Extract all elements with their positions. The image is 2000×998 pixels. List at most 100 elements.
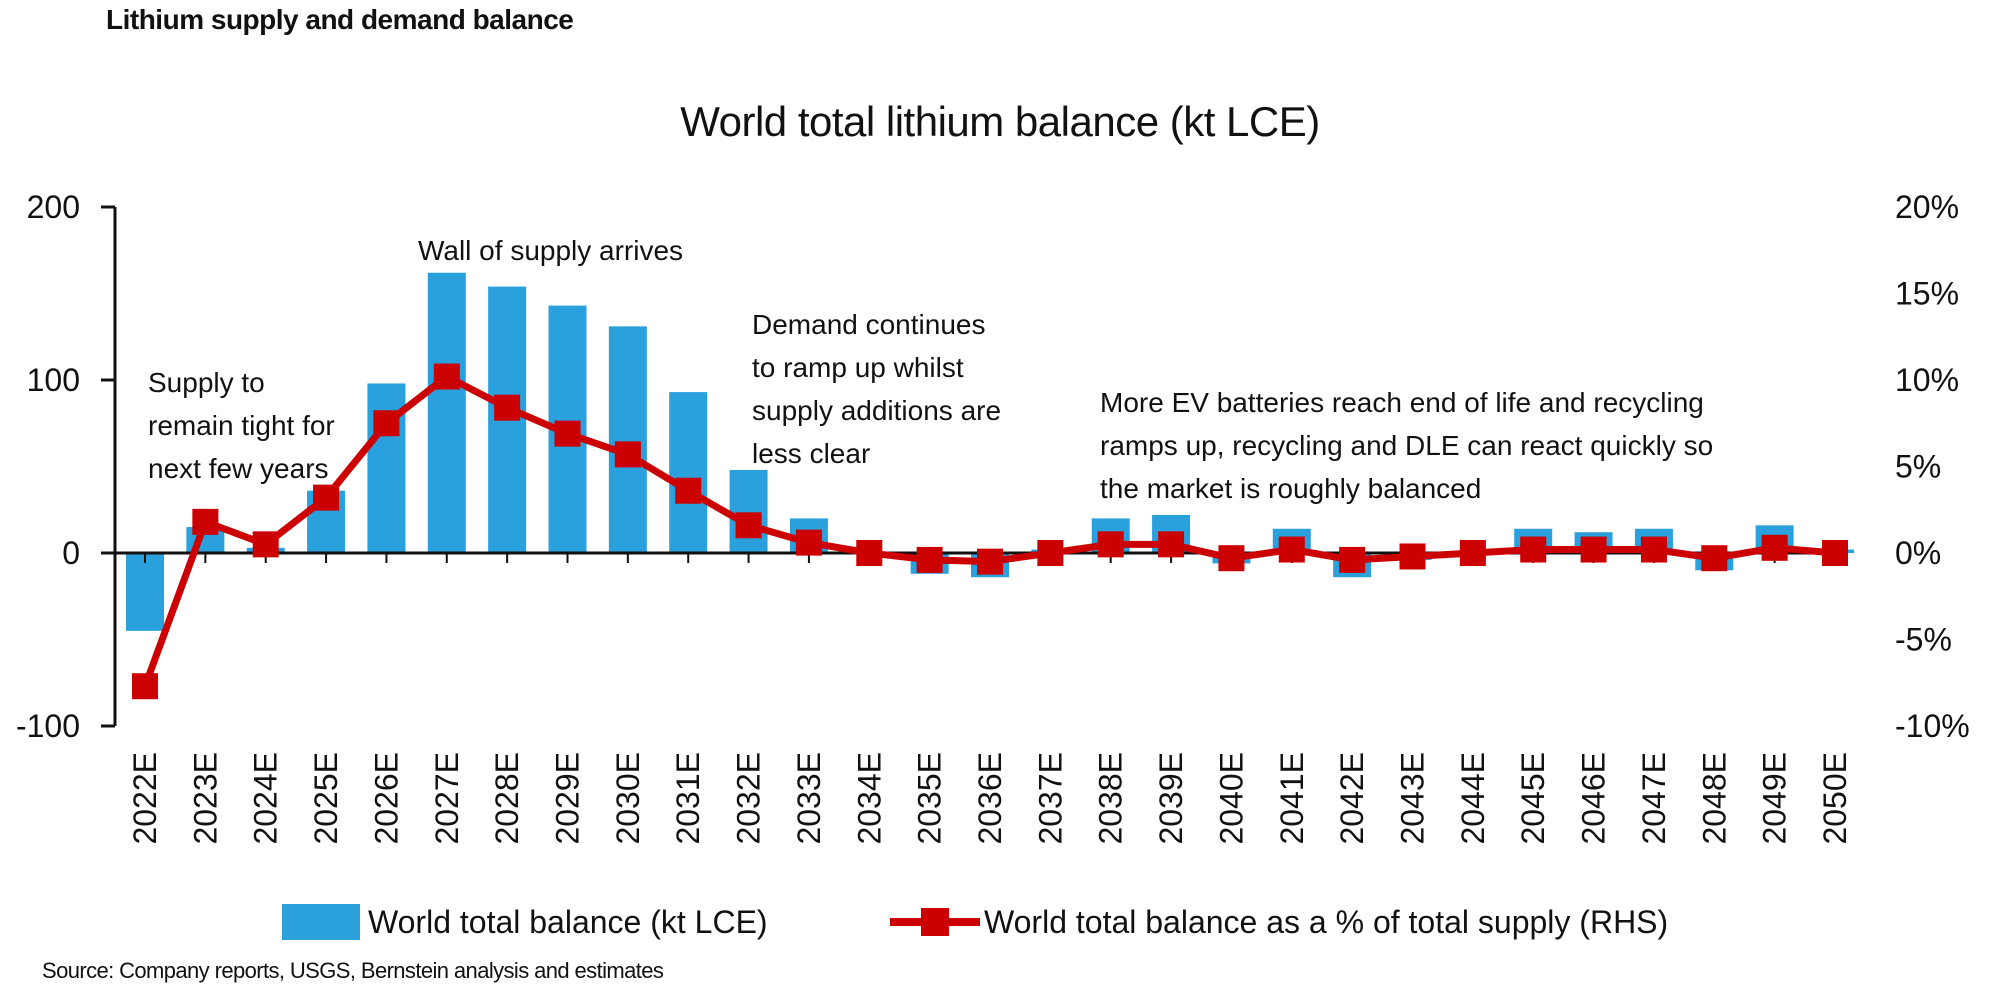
x-tick-label: 2039E xyxy=(1153,752,1189,845)
x-tick-label: 2038E xyxy=(1093,752,1129,845)
point-2042E xyxy=(1339,546,1366,573)
bar-2031E xyxy=(669,392,708,553)
point-2036E xyxy=(977,548,1003,575)
y-right-tick-label: -5% xyxy=(1895,622,1952,658)
y-right-tick-label: 10% xyxy=(1895,362,1959,398)
y-left-tick-label: 0 xyxy=(62,535,80,571)
legend-swatch-bars xyxy=(282,904,360,940)
annotation-line: More EV batteries reach end of life and … xyxy=(1100,387,1704,418)
point-2034E xyxy=(856,540,883,566)
point-2035E xyxy=(916,546,943,573)
x-tick-label: 2044E xyxy=(1455,752,1491,845)
bar-2032E xyxy=(729,469,768,553)
x-tick-label: 2037E xyxy=(1032,752,1068,845)
x-tick-label: 2041E xyxy=(1274,752,1310,845)
point-2028E xyxy=(494,394,521,421)
point-2047E xyxy=(1640,536,1667,563)
annotation-2: Wall of supply arrives xyxy=(418,235,683,266)
point-2033E xyxy=(795,529,822,556)
annotation-line: the market is roughly balanced xyxy=(1100,473,1481,504)
x-tick-label: 2023E xyxy=(187,752,223,845)
annotation-line: Wall of supply arrives xyxy=(418,235,683,266)
point-2030E xyxy=(614,441,641,468)
annotations: Supply to remain tight for next few years W… xyxy=(148,235,1713,504)
y-right-tick-label: -10% xyxy=(1895,708,1970,744)
annotation-line: Supply to xyxy=(148,367,265,398)
x-tick-label: 2043E xyxy=(1395,752,1431,845)
x-tick-label: 2022E xyxy=(127,752,163,845)
x-tick-label: 2035E xyxy=(912,752,948,845)
x-tick-label: 2024E xyxy=(248,752,284,845)
point-2040E xyxy=(1218,545,1245,572)
x-tick-label: 2029E xyxy=(550,752,586,845)
annotation-line: less clear xyxy=(752,438,870,469)
point-2031E xyxy=(675,477,702,504)
source-note: Source: Company reports, USGS, Bernstein… xyxy=(42,958,664,983)
y-left-tick-label: 200 xyxy=(27,189,80,225)
annotation-line: next few years xyxy=(148,453,329,484)
point-2045E xyxy=(1520,536,1547,563)
point-2043E xyxy=(1399,543,1426,570)
annotation-line: Demand continues xyxy=(752,309,985,340)
x-tick-label: 2030E xyxy=(610,752,646,845)
point-2041E xyxy=(1278,536,1305,563)
point-2046E xyxy=(1580,536,1607,563)
x-tick-label: 2026E xyxy=(368,752,404,845)
x-tick-label: 2036E xyxy=(972,752,1008,845)
legend: World total balance (kt LCE) World total … xyxy=(282,904,1668,940)
y-right-tick-label: 15% xyxy=(1895,276,1959,312)
y-right-tick-label: 5% xyxy=(1895,449,1941,485)
axes: 200 100 0 -100 20% 15% 10% 5% 0% -5% -10% 2022E 2023… xyxy=(16,189,1970,845)
annotation-line: supply additions are xyxy=(752,395,1001,426)
x-tick-label: 2028E xyxy=(489,752,525,845)
x-tick-label: 2031E xyxy=(670,752,706,845)
x-tick-label: 2040E xyxy=(1213,752,1249,845)
annotation-line: ramps up, recycling and DLE can react qu… xyxy=(1100,430,1713,461)
point-2022E xyxy=(132,673,158,700)
point-2038E xyxy=(1097,531,1124,558)
annotation-1: Supply to remain tight for next few years xyxy=(148,367,335,484)
x-tick-label: 2033E xyxy=(791,752,827,845)
x-tick-label: 2027E xyxy=(429,752,465,845)
point-2025E xyxy=(313,484,340,511)
y-left-tick-label: -100 xyxy=(16,708,80,744)
x-tick-label: 2045E xyxy=(1515,752,1551,845)
point-2044E xyxy=(1459,540,1486,566)
x-tick-label: 2049E xyxy=(1757,752,1793,845)
x-tick-label: 2042E xyxy=(1334,752,1370,845)
point-2050E xyxy=(1822,540,1848,566)
y-right-tick-label: 0% xyxy=(1895,535,1941,571)
point-2023E xyxy=(192,508,219,535)
legend-swatch-marker xyxy=(921,908,949,936)
bar-2022E xyxy=(126,553,164,631)
point-2029E xyxy=(554,420,581,447)
point-2026E xyxy=(373,410,400,437)
point-2037E xyxy=(1037,540,1064,566)
bar-2030E xyxy=(608,326,647,553)
x-tick-label: 2025E xyxy=(308,752,344,845)
header-title: Lithium supply and demand balance xyxy=(106,4,574,35)
annotation-3: Demand continues to ramp up whilst supply … xyxy=(752,309,1001,469)
x-tick-label: 2046E xyxy=(1576,752,1612,845)
point-2048E xyxy=(1701,545,1728,572)
x-tick-label: 2034E xyxy=(851,752,887,845)
y-right-tick-label: 20% xyxy=(1895,189,1959,225)
point-2024E xyxy=(252,531,279,558)
legend-label-line: World total balance as a % of total supp… xyxy=(984,904,1668,940)
point-2027E xyxy=(433,363,460,390)
point-2049E xyxy=(1761,534,1788,561)
legend-label-bars: World total balance (kt LCE) xyxy=(368,904,768,940)
y-left-tick-label: 100 xyxy=(27,362,80,398)
point-2032E xyxy=(735,512,762,539)
annotation-4: More EV batteries reach end of life and … xyxy=(1100,387,1713,504)
x-tick-label: 2032E xyxy=(731,752,767,845)
point-2039E xyxy=(1158,531,1185,558)
chart-title: World total lithium balance (kt LCE) xyxy=(680,98,1320,145)
x-tick-label: 2047E xyxy=(1636,752,1672,845)
x-tick-label: 2048E xyxy=(1696,752,1732,845)
x-tick-label: 2050E xyxy=(1817,752,1853,845)
bar-2027E xyxy=(427,272,466,553)
line-series xyxy=(132,363,1848,700)
annotation-line: remain tight for xyxy=(148,410,335,441)
